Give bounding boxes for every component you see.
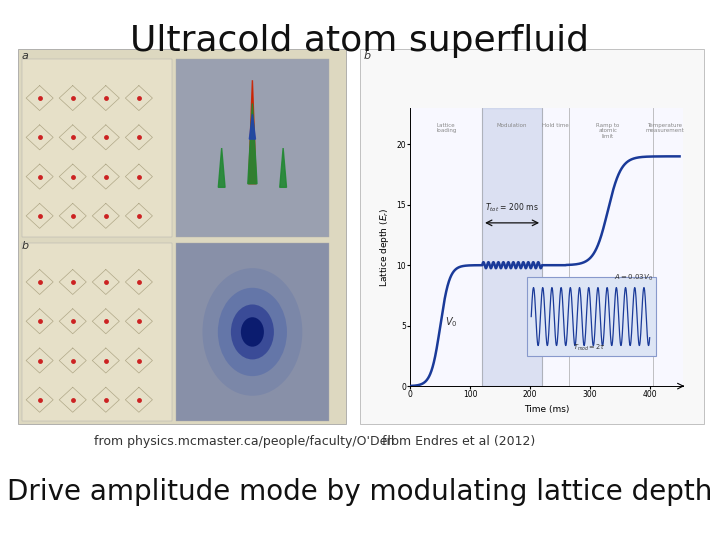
Bar bbox=[527, 277, 656, 356]
X-axis label: Time (ms): Time (ms) bbox=[523, 405, 570, 414]
Ellipse shape bbox=[241, 317, 264, 347]
Text: Hold time: Hold time bbox=[541, 123, 569, 127]
Bar bbox=[18, 49, 346, 424]
Text: Modulation: Modulation bbox=[497, 123, 527, 127]
Bar bbox=[176, 242, 329, 421]
Polygon shape bbox=[218, 148, 225, 187]
Polygon shape bbox=[248, 104, 257, 184]
Bar bbox=[22, 242, 172, 421]
Text: $V_0$: $V_0$ bbox=[445, 316, 457, 329]
Bar bbox=[482, 108, 542, 386]
Text: b: b bbox=[22, 241, 29, 251]
Polygon shape bbox=[248, 80, 256, 184]
Bar bbox=[360, 49, 704, 424]
Text: from Endres et al (2012): from Endres et al (2012) bbox=[382, 435, 535, 448]
Y-axis label: Lattice depth ($E_r$): Lattice depth ($E_r$) bbox=[378, 207, 391, 287]
Text: Ultracold atom superfluid: Ultracold atom superfluid bbox=[130, 24, 590, 58]
Text: from physics.mcmaster.ca/people/faculty/O'Dell: from physics.mcmaster.ca/people/faculty/… bbox=[94, 435, 394, 448]
Text: b: b bbox=[364, 51, 371, 62]
Bar bbox=[176, 59, 329, 237]
Text: Drive amplitude mode by modulating lattice depth: Drive amplitude mode by modulating latti… bbox=[7, 478, 713, 506]
Bar bbox=[22, 59, 172, 237]
Ellipse shape bbox=[231, 305, 274, 360]
Polygon shape bbox=[249, 114, 256, 139]
Ellipse shape bbox=[202, 268, 302, 396]
Text: $A = 0.03V_0$: $A = 0.03V_0$ bbox=[613, 273, 652, 283]
Text: Lattice
loading: Lattice loading bbox=[436, 123, 456, 133]
Polygon shape bbox=[280, 148, 287, 187]
Text: Ramp to
atomic
limit: Ramp to atomic limit bbox=[596, 123, 619, 139]
Text: $T_{tot}$ = 200 ms: $T_{tot}$ = 200 ms bbox=[485, 202, 539, 214]
Text: a: a bbox=[22, 51, 29, 62]
Text: $T_{mod} = 2\tau$: $T_{mod} = 2\tau$ bbox=[573, 343, 606, 353]
Ellipse shape bbox=[218, 288, 287, 376]
Text: Temperature
measurement: Temperature measurement bbox=[645, 123, 684, 133]
